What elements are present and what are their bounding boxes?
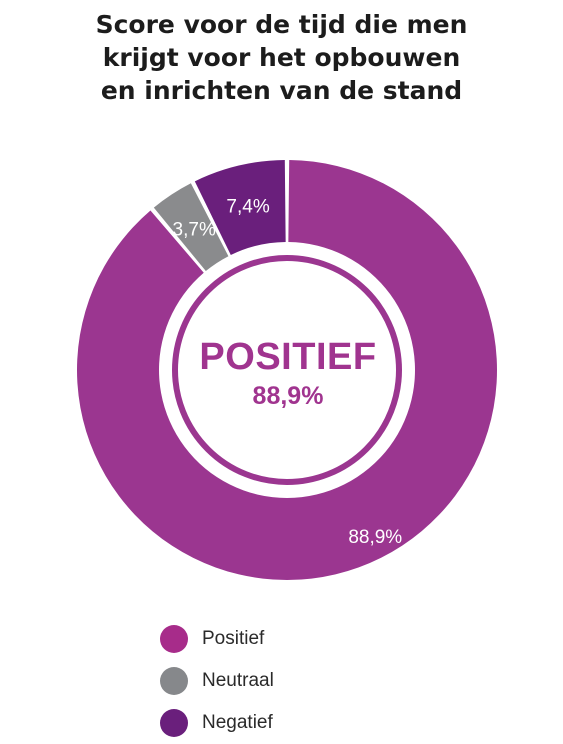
legend-swatch-neutraal [160,667,188,695]
inner-ring [172,255,402,485]
slice-label-negatief: 7,4% [226,197,269,218]
legend-swatch-negatief [160,709,188,737]
legend-item-positief: Positief [160,618,274,660]
donut-slices [76,160,497,581]
chart-title-line-3: en inrichten van de stand [100,76,463,105]
slice-negatief [194,160,286,255]
slice-label-neutraal: 3,7% [173,220,216,241]
center-label: POSITIEF [199,336,377,378]
chart-title: Score voor de tijd die men krijgt voor h… [0,8,563,107]
slice-positief [76,160,497,581]
donut-chart: 88,9% 3,7% 7,4% [76,160,497,581]
slice-labels: 88,9% 3,7% 7,4% [173,197,403,548]
legend-item-negatief: Negatief [160,702,274,744]
chart-title-line-1: Score voor de tijd die men [95,10,468,39]
legend-label-neutraal: Neutraal [202,670,274,691]
legend-swatch-positief [160,625,188,653]
slice-neutraal [153,183,229,272]
legend: Positief Neutraal Negatief [160,618,274,744]
center-value: 88,9% [252,382,324,410]
legend-item-neutraal: Neutraal [160,660,274,702]
legend-label-negatief: Negatief [202,712,273,733]
legend-label-positief: Positief [202,628,265,649]
slice-label-positief: 88,9% [348,527,402,548]
chart-title-line-2: krijgt voor het opbouwen [102,43,461,72]
